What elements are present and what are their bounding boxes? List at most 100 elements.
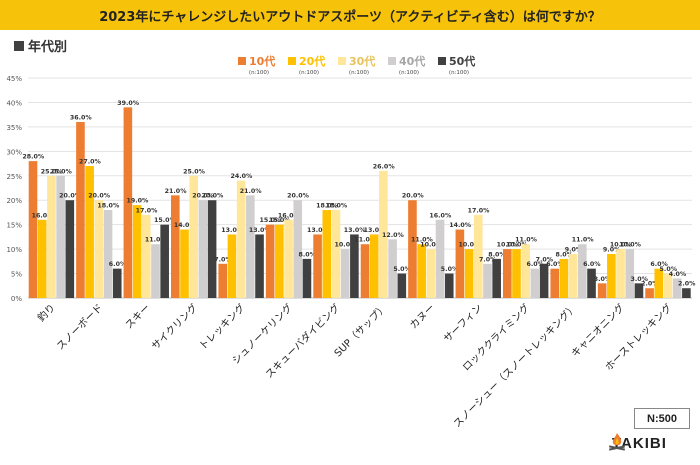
data-label: 16.0% [429, 212, 452, 219]
data-label: 13.0% [364, 227, 387, 234]
data-label: 5.0% [393, 266, 411, 273]
data-label: 3.0% [631, 276, 649, 283]
bar [607, 254, 616, 298]
bar [151, 244, 160, 298]
bar [132, 205, 142, 298]
bar [559, 258, 569, 298]
bar [322, 210, 332, 298]
bar [597, 283, 607, 298]
bar [455, 229, 465, 298]
data-label: 11.0% [515, 237, 538, 244]
legend-label: 30代 [349, 54, 375, 68]
bar [568, 254, 578, 298]
data-label: 19.0% [126, 198, 149, 205]
bar [227, 234, 237, 298]
data-label: 6.0% [546, 261, 564, 268]
bar [37, 219, 47, 298]
data-label: 20.0% [59, 193, 82, 200]
category-label: スノーボード [54, 302, 105, 353]
data-label: 7.0% [479, 256, 497, 263]
data-label: 10.0% [335, 242, 358, 249]
bar [171, 195, 180, 298]
legend-sample-size: (n:100) [399, 70, 419, 76]
bar [65, 200, 75, 298]
bar [313, 234, 322, 298]
bar [397, 273, 407, 298]
bar [473, 214, 483, 298]
bar [408, 200, 417, 298]
data-label: 15.0% [260, 217, 283, 224]
data-label: 11.0% [145, 237, 168, 244]
bar [426, 249, 436, 298]
data-label: 5.0% [441, 266, 459, 273]
data-label: 10.0% [420, 242, 443, 249]
legend-swatch [238, 57, 246, 65]
data-label: 2.0% [641, 281, 659, 288]
legend-sample-size: (n:100) [349, 70, 369, 76]
bar [464, 249, 474, 298]
data-label: 6.0% [650, 261, 668, 268]
data-label: 11.0% [572, 237, 595, 244]
data-label: 12.0% [382, 232, 405, 239]
bar [284, 219, 293, 298]
data-label: 18.0% [97, 203, 120, 210]
bar [616, 249, 625, 298]
bar [503, 249, 512, 298]
data-label: 7.0% [214, 256, 232, 263]
data-label: 25.0% [50, 168, 73, 175]
data-label: 11.0% [411, 237, 434, 244]
campfire-icon [608, 433, 626, 451]
bar [550, 268, 560, 298]
y-tick-label: 15% [6, 222, 22, 230]
square-bullet-icon [14, 40, 24, 51]
bar [663, 273, 673, 298]
bar [360, 244, 370, 298]
bar [28, 161, 38, 298]
legend-label: 10代 [249, 54, 275, 68]
y-tick-label: 25% [6, 173, 22, 181]
data-label: 6.0% [109, 261, 127, 268]
bar [625, 249, 635, 298]
data-label: 9.0% [603, 247, 621, 254]
data-label: 25.0% [183, 168, 206, 175]
data-label: 8.0% [488, 251, 506, 258]
bar [112, 268, 122, 298]
data-label: 9.0% [565, 247, 583, 254]
y-tick-label: 40% [6, 99, 22, 107]
title-bar: 2023年にチャレンジしたいアウトドアスポーツ（アクティビティ含む）は何ですか？ [0, 0, 700, 30]
category-label: スキューバダイビング [263, 301, 343, 381]
data-label: 6.0% [526, 261, 544, 268]
data-label: 17.0% [136, 207, 159, 214]
legend-sample-size: (n:100) [449, 70, 469, 76]
data-label: 13.0% [221, 227, 244, 234]
data-label: 21.0% [165, 188, 188, 195]
bar [654, 268, 664, 298]
data-label: 14.0% [449, 222, 472, 229]
data-label: 5.0% [660, 266, 678, 273]
legend-swatch [438, 57, 446, 65]
bar [255, 234, 264, 298]
data-label: 8.0% [299, 251, 317, 258]
data-label: 10.0% [619, 242, 642, 249]
data-label: 10.0% [506, 242, 529, 249]
y-tick-label: 10% [6, 246, 22, 254]
sample-size-badge: N:500 [634, 408, 690, 429]
legend-sample-size: (n:100) [299, 70, 319, 76]
bar [76, 122, 85, 298]
bar [302, 258, 312, 298]
bar [103, 210, 113, 298]
data-label: 20.0% [88, 193, 111, 200]
legend-swatch [288, 57, 296, 65]
bar [189, 175, 198, 298]
bar [207, 200, 217, 298]
bar [275, 224, 284, 298]
chart-title: 2023年にチャレンジしたいアウトドアスポーツ（アクティビティ含む）は何ですか？ [99, 9, 601, 25]
data-label: 13.0% [344, 227, 367, 234]
legend-label: 20代 [299, 54, 325, 68]
bar [141, 214, 151, 298]
bar [56, 175, 65, 298]
bar [539, 263, 549, 298]
category-label: サイクリング [149, 301, 200, 352]
data-label: 3.0% [594, 276, 612, 283]
data-label: 15.0% [269, 217, 292, 224]
